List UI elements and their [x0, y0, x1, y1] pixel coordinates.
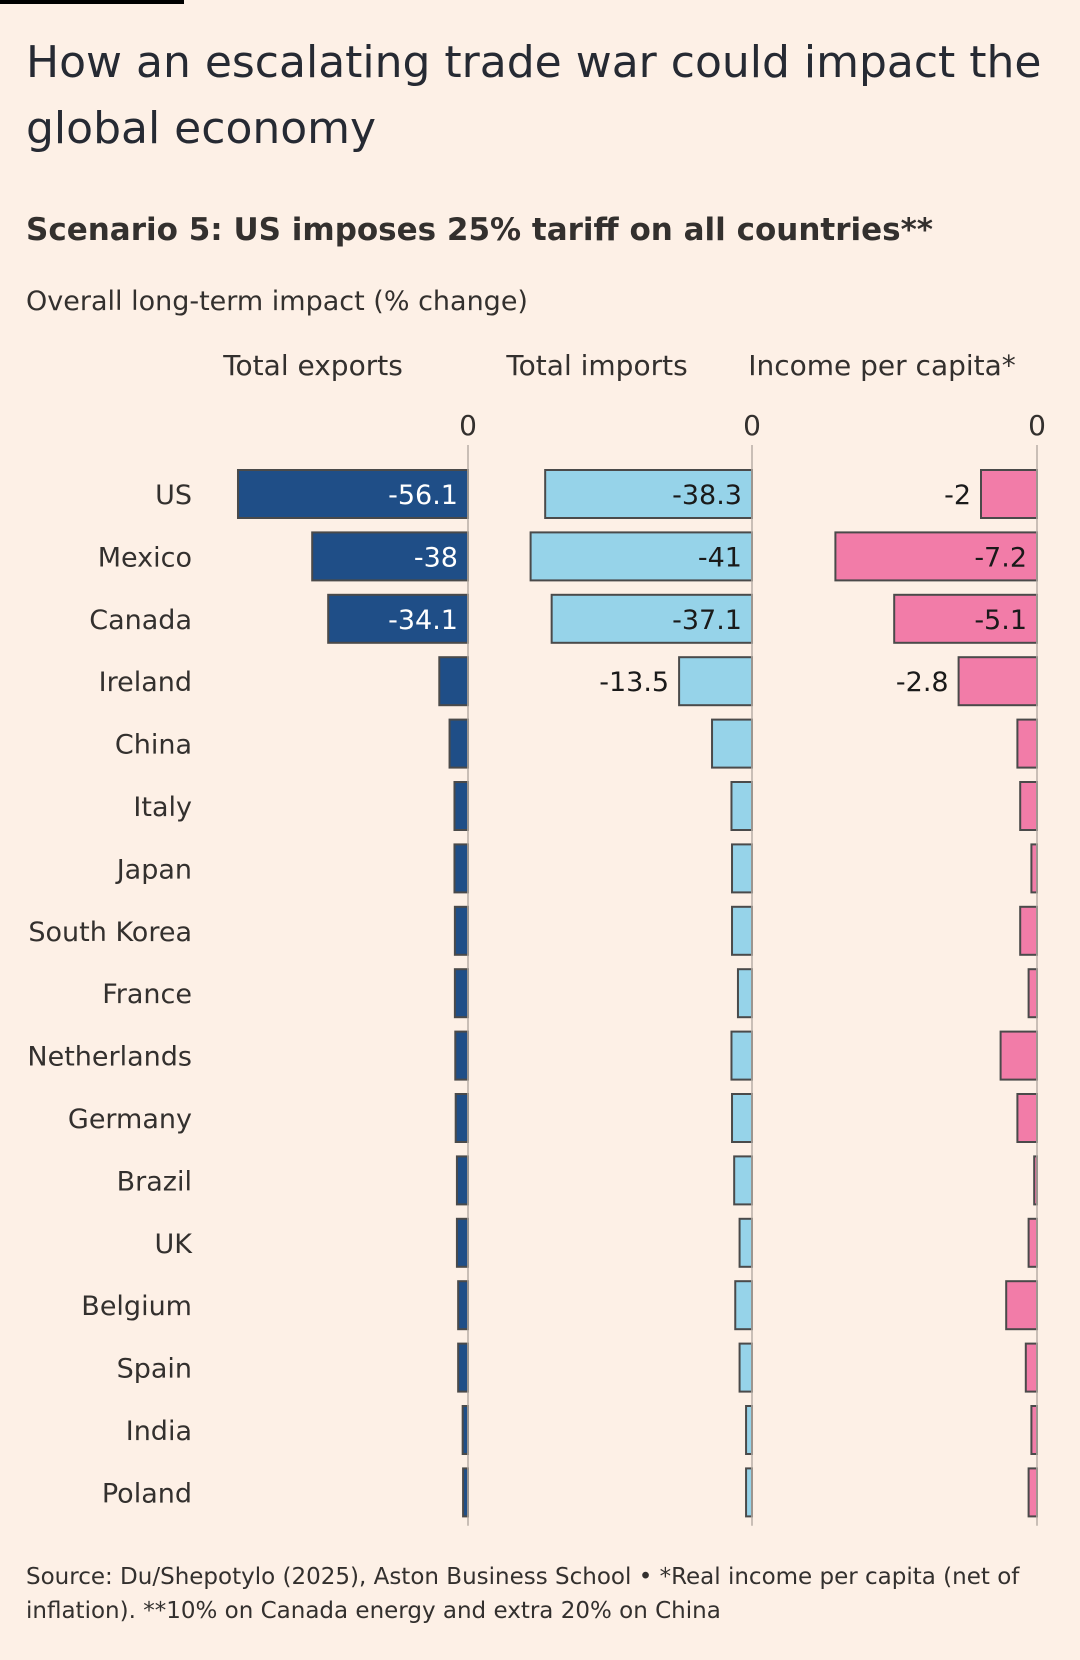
- category-label-netherlands: Netherlands: [27, 1042, 192, 1073]
- bar-income-per-capita-germany: [1016, 1093, 1039, 1143]
- zero-tick-label-income-per-capita: 0: [1028, 409, 1046, 442]
- data-label-total-exports-canada: -34.1: [388, 605, 458, 636]
- bar-income-per-capita-uk: [1027, 1217, 1038, 1268]
- category-label-canada: Canada: [89, 605, 192, 636]
- bar-income-per-capita-belgium: [1005, 1280, 1039, 1331]
- bar-total-imports-japan: [731, 843, 754, 894]
- bar-total-imports-uk: [738, 1217, 754, 1268]
- bar-total-imports-india: [745, 1405, 753, 1455]
- bar-income-per-capita-us: [980, 469, 1038, 519]
- bar-income-per-capita-spain: [1024, 1342, 1039, 1393]
- bar-total-imports-brazil: [733, 1155, 753, 1206]
- bar-total-exports-canada: [327, 593, 469, 644]
- bar-total-exports-japan: [453, 843, 470, 894]
- bar-total-imports-us: [544, 469, 753, 519]
- bar-total-exports-italy: [453, 781, 470, 831]
- bar-total-imports-canada: [550, 593, 753, 644]
- bar-total-exports-india: [461, 1405, 470, 1455]
- bar-income-per-capita-india: [1030, 1405, 1039, 1455]
- panel-title-total-imports: Total imports: [505, 349, 687, 382]
- bar-income-per-capita-netherlands: [999, 1030, 1038, 1081]
- bar-income-per-capita-japan: [1030, 843, 1039, 894]
- category-label-france: France: [102, 979, 192, 1010]
- header-accent-bar: [0, 0, 184, 4]
- bar-total-exports-germany: [454, 1093, 470, 1143]
- category-label-spain: Spain: [117, 1354, 192, 1385]
- data-label-total-exports-mexico: -38: [414, 542, 458, 573]
- category-label-italy: Italy: [133, 792, 192, 823]
- bar-total-exports-netherlands: [454, 1030, 470, 1081]
- bar-total-exports-belgium: [457, 1280, 470, 1331]
- category-label-india: India: [126, 1416, 192, 1447]
- data-label-total-imports-mexico: -41: [698, 542, 742, 573]
- category-label-brazil: Brazil: [117, 1166, 192, 1197]
- category-label-germany: Germany: [68, 1104, 192, 1135]
- bar-income-per-capita-france: [1027, 968, 1038, 1019]
- bar-total-exports-spain: [457, 1342, 470, 1393]
- bar-total-exports-france: [453, 968, 470, 1019]
- data-label-total-imports-us: -38.3: [672, 480, 742, 511]
- data-label-total-imports-canada: -37.1: [672, 605, 742, 636]
- category-label-south-korea: South Korea: [28, 917, 192, 948]
- bar-total-exports-south-korea: [453, 905, 470, 956]
- bar-income-per-capita-china: [1016, 718, 1039, 769]
- bar-total-exports-ireland: [438, 656, 469, 707]
- bar-total-imports-france: [736, 968, 754, 1019]
- category-label-poland: Poland: [102, 1478, 192, 1509]
- panel-title-income-per-capita: Income per capita*: [748, 349, 1016, 382]
- category-label-japan: Japan: [115, 854, 192, 885]
- data-label-total-exports-us: -56.1: [388, 480, 458, 511]
- data-label-total-imports-ireland: -13.5: [599, 667, 669, 698]
- category-label-china: China: [115, 730, 192, 761]
- bar-total-imports-italy: [730, 781, 753, 831]
- zero-tick-label-total-imports: 0: [743, 409, 761, 442]
- bar-total-imports-netherlands: [730, 1030, 753, 1081]
- data-label-income-per-capita-ireland: -2.8: [896, 667, 949, 698]
- bar-total-imports-belgium: [734, 1280, 754, 1331]
- category-label-us: US: [155, 480, 192, 511]
- bar-income-per-capita-mexico: [834, 531, 1039, 582]
- bar-total-imports-mexico: [529, 531, 753, 582]
- measure-label: Overall long-term impact (% change): [26, 286, 528, 317]
- zero-tick-label-total-exports: 0: [459, 409, 477, 442]
- bar-total-imports-china: [711, 718, 753, 769]
- category-label-belgium: Belgium: [81, 1291, 192, 1322]
- bar-chart: US Mexico Canada Ireland China Italy Japan Sout…: [0, 340, 1080, 1534]
- category-label-mexico: Mexico: [98, 542, 192, 573]
- bar-income-per-capita-italy: [1019, 781, 1039, 831]
- bar-income-per-capita-poland: [1027, 1467, 1038, 1518]
- chart-subtitle: Scenario 5: US imposes 25% tariff on all…: [26, 212, 934, 248]
- bar-total-imports-poland: [745, 1467, 753, 1518]
- bar-total-exports-mexico: [311, 531, 470, 582]
- panel-title-total-exports: Total exports: [222, 349, 403, 382]
- chart-title: How an escalating trade war could impact…: [26, 37, 1042, 154]
- bar-total-exports-brazil: [455, 1155, 469, 1206]
- bar-total-imports-germany: [731, 1093, 754, 1143]
- bar-total-exports-uk: [455, 1217, 469, 1268]
- data-label-income-per-capita-canada: -5.1: [974, 605, 1027, 636]
- source-note: Source: Du/Shepotylo (2025), Aston Busin…: [26, 1564, 1020, 1624]
- category-label-uk: UK: [155, 1229, 194, 1260]
- bar-income-per-capita-ireland: [957, 656, 1038, 707]
- bar-total-imports-ireland: [678, 656, 753, 707]
- bar-income-per-capita-canada: [893, 593, 1039, 644]
- bar-total-imports-spain: [738, 1342, 754, 1393]
- data-label-income-per-capita-us: -2: [944, 480, 971, 511]
- category-label-ireland: Ireland: [99, 667, 192, 698]
- bar-total-exports-us: [236, 469, 469, 519]
- bar-total-imports-south-korea: [731, 905, 754, 956]
- data-label-income-per-capita-mexico: -7.2: [974, 542, 1027, 573]
- bar-income-per-capita-south-korea: [1019, 905, 1039, 956]
- bar-chart-svg: US Mexico Canada Ireland China Italy Japan Sout…: [27, 349, 1046, 1526]
- bar-total-exports-china: [448, 718, 469, 769]
